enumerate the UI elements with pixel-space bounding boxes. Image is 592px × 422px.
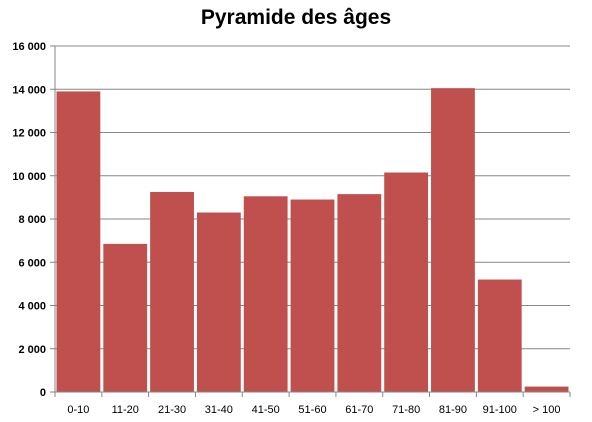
bar-0-10 [56,91,101,392]
x-category-labels: 0-10 11-20 21-30 31-40 41-50 51-60 61-70 71-80 8… [67,404,560,416]
y-tick-label: 16 000 [12,41,46,53]
y-tick-label: 14 000 [12,84,46,96]
bar-41-50 [243,196,288,392]
x-category-label: 21-30 [158,404,186,416]
x-category-label: > 100 [533,404,561,416]
axes [50,45,571,397]
bar-11-20 [103,243,148,392]
x-category-label: 41-50 [252,404,280,416]
bar-71-80 [384,172,429,392]
bar-21-30 [150,191,194,392]
bar-100 [524,386,569,392]
x-category-label: 51-60 [298,404,326,416]
chart-title: Pyramide des âges [200,6,392,29]
y-tick-label: 6 000 [18,257,46,269]
x-category-label: 11-20 [112,404,139,416]
x-category-label: 81-90 [439,404,467,416]
y-tick-label: 10 000 [12,171,46,183]
y-tick-label: 2 000 [18,344,46,356]
x-category-label: 31-40 [205,404,233,416]
x-category-label: 0-10 [67,404,89,416]
bar-91-100 [477,279,522,392]
y-tick-label: 12 000 [12,128,46,140]
bars [56,88,569,392]
y-tick-label: 8 000 [18,214,46,226]
bar-51-60 [290,199,335,392]
x-category-label: 61-70 [345,404,373,416]
y-tick-label: 0 [40,387,46,399]
y-tick-label: 4 000 [18,301,46,313]
bar-31-40 [196,212,241,392]
x-category-label: 91-100 [483,404,517,416]
x-category-label: 71-80 [392,404,420,416]
bar-81-90 [431,88,475,392]
bar-61-70 [337,194,382,392]
y-tick-labels: 0 2 000 4 000 6 000 8 000 10 000 12 000 14 000 1… [12,41,46,399]
